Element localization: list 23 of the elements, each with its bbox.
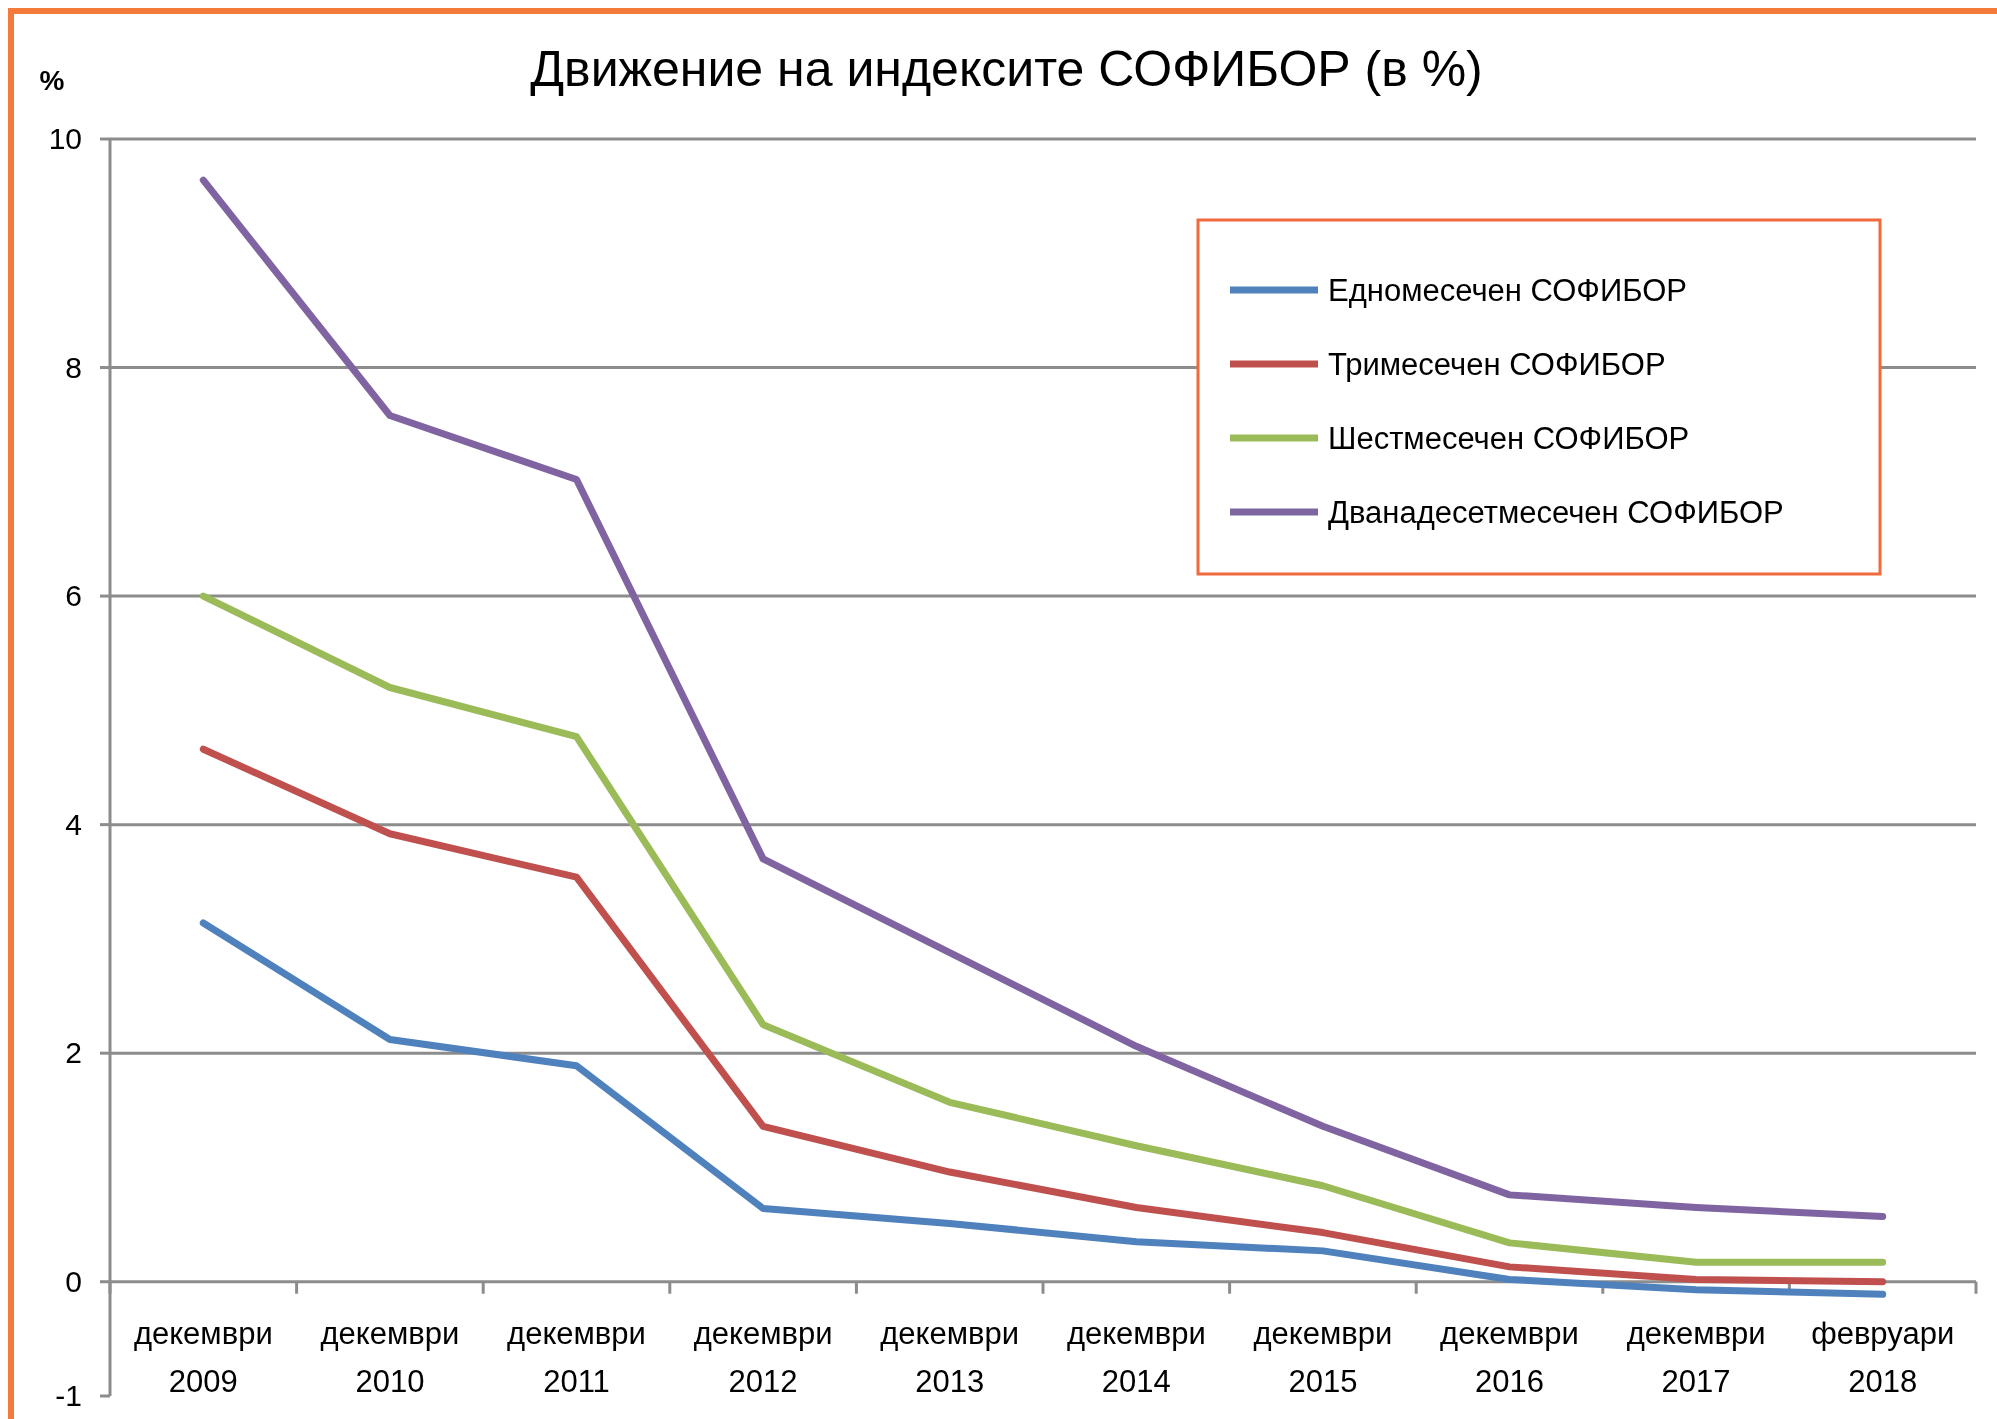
y-tick-label: 10 xyxy=(48,122,82,155)
x-tick-label: декември 2009 xyxy=(133,1315,273,1399)
x-tick-label: декември 2010 xyxy=(320,1315,460,1399)
y-tick-label: -1 xyxy=(55,1379,82,1412)
y-tick-label: 0 xyxy=(65,1264,82,1298)
legend-label: Тримесечен СОФИБОР xyxy=(1328,347,1666,382)
legend-label: Едномесечен СОФИБОР xyxy=(1328,273,1687,308)
y-axis-title: % xyxy=(39,65,65,96)
y-tick-label: 4 xyxy=(65,807,82,841)
x-tick-label: декември 2015 xyxy=(1253,1315,1393,1399)
x-tick-label: декември 2013 xyxy=(880,1315,1020,1399)
legend-label: Дванадесетмесечен СОФИБОР xyxy=(1328,495,1784,530)
chart-title: Движение на индексите СОФИБОР (в %) xyxy=(530,41,1483,97)
x-tick-label: декември 2012 xyxy=(693,1315,833,1399)
legend-label: Шестмесечен СОФИБОР xyxy=(1328,421,1690,456)
x-tick-label: декември 2017 xyxy=(1626,1315,1766,1399)
y-tick-label: 6 xyxy=(65,579,82,613)
y-tick-label: 2 xyxy=(65,1036,82,1070)
x-tick-label: декември 2014 xyxy=(1066,1315,1206,1399)
x-tick-label: декември 2011 xyxy=(507,1315,646,1399)
x-tick-label: декември 2016 xyxy=(1440,1315,1579,1399)
y-tick-label: 8 xyxy=(65,350,82,384)
x-tick-label: февруари 2018 xyxy=(1811,1315,1955,1399)
